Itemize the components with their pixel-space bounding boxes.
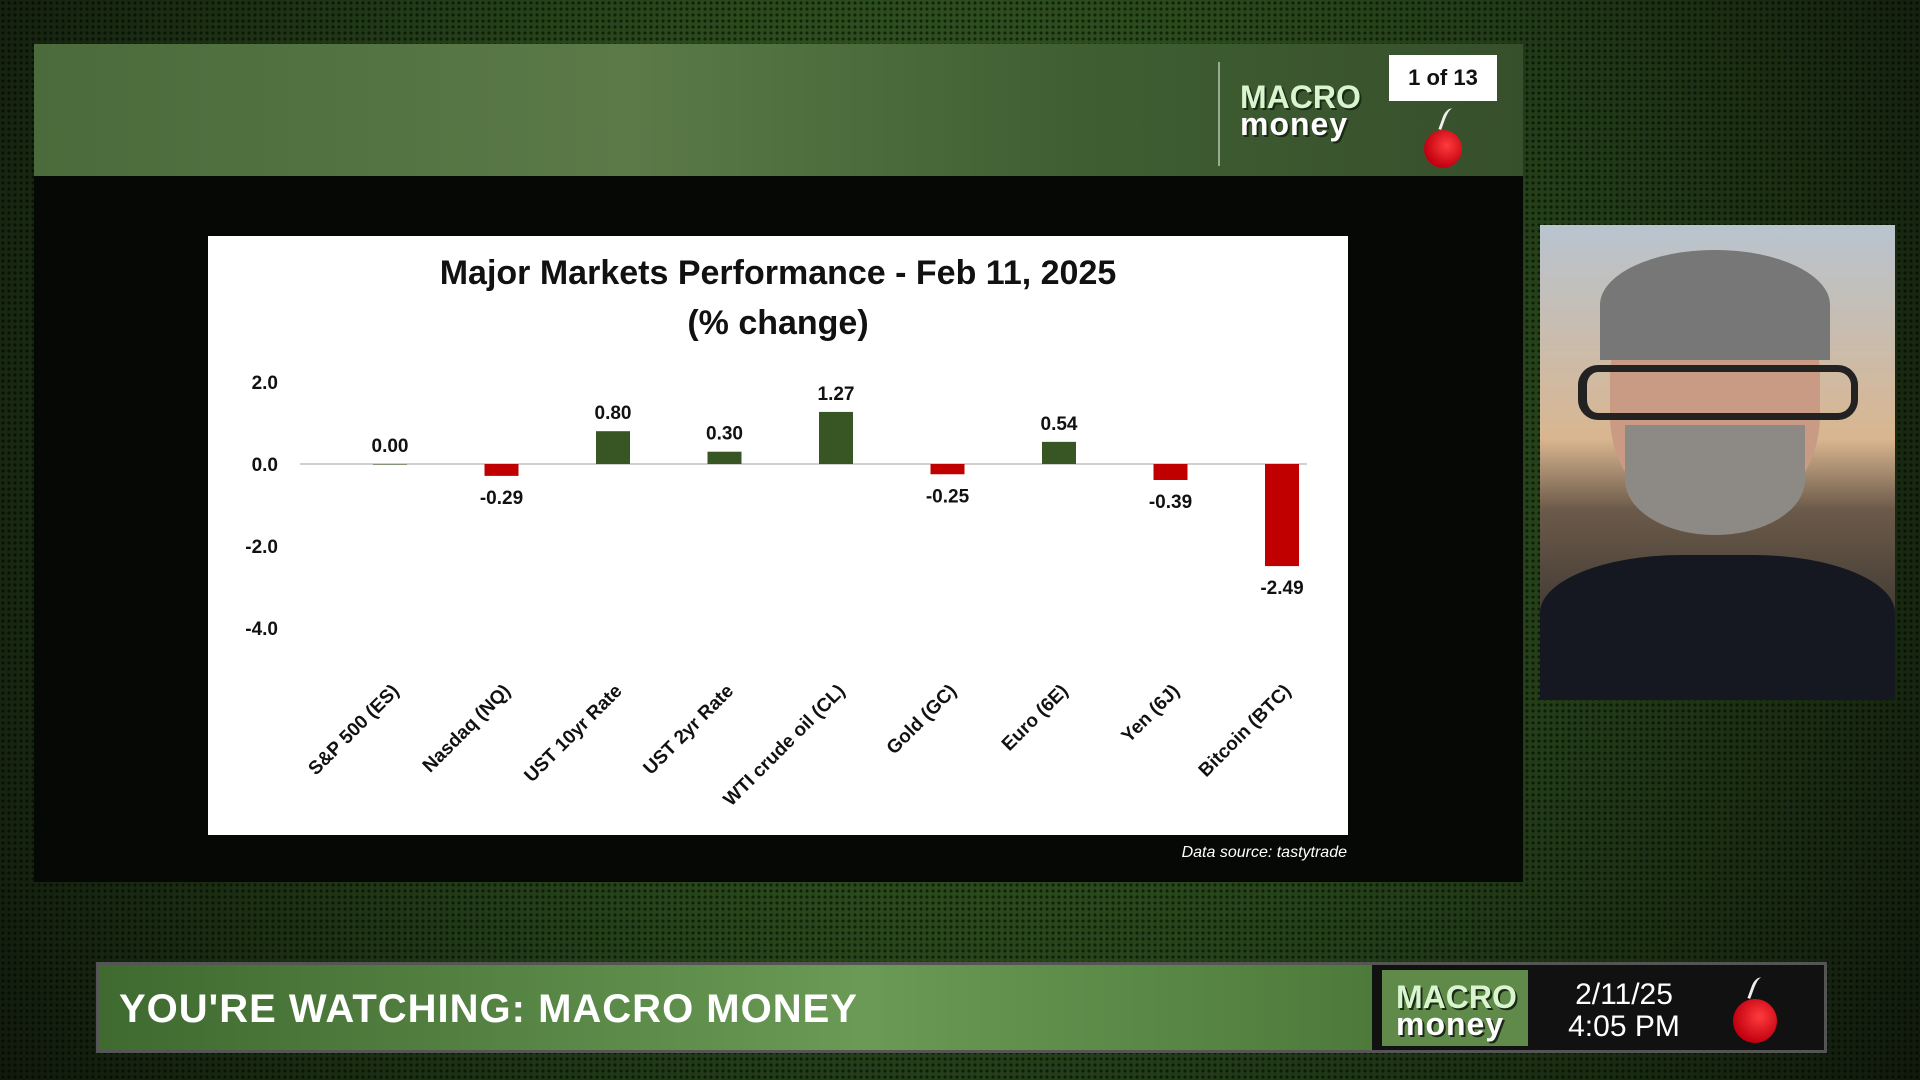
- page-indicator: 1 of 13: [1389, 55, 1497, 101]
- presenter-glasses: [1578, 365, 1858, 420]
- bar-7: [1153, 464, 1188, 480]
- ticker-bar: YOU'RE WATCHING: MACRO MONEY MACRO money…: [96, 962, 1827, 1053]
- cherry-icon: [1733, 999, 1777, 1043]
- logo-bottom: money: [1240, 106, 1349, 143]
- time: 4:05 PM: [1568, 1009, 1680, 1043]
- y-tick-label: -4.0: [245, 619, 278, 640]
- data-label: 0.00: [372, 436, 409, 457]
- date: 2/11/25: [1575, 978, 1673, 1011]
- data-label: -0.25: [926, 486, 970, 507]
- divider: [1218, 62, 1220, 166]
- slide-header: MACRO money 1 of 13: [34, 44, 1523, 176]
- bar-0: [373, 464, 407, 465]
- bar-chart: Major Markets Performance - Feb 11, 2025…: [208, 236, 1348, 835]
- y-tick-label: 2.0: [252, 373, 278, 394]
- logo-top: MACRO: [1396, 979, 1517, 1015]
- bar-4: [819, 411, 853, 464]
- category-label: UST 10yr Rate: [521, 681, 627, 787]
- category-label: Euro (6E): [998, 681, 1073, 756]
- ticker-title: YOU'RE WATCHING: MACRO MONEY: [119, 987, 858, 1031]
- macro-money-logo: MACRO money: [1240, 79, 1361, 143]
- presentation-slide: MACRO money 1 of 13 Major Markets Perfor…: [34, 44, 1523, 882]
- presenter-hair: [1600, 250, 1830, 360]
- category-label: Gold (GC): [883, 681, 961, 759]
- data-label: 0.54: [1041, 414, 1078, 435]
- bar-3: [707, 451, 742, 464]
- y-tick-label: -2.0: [245, 537, 278, 558]
- y-tick-label: 0.0: [252, 455, 278, 476]
- datetime: 2/11/25 4:05 PM: [1559, 979, 1689, 1042]
- category-label: Nasdaq (NQ): [419, 681, 515, 777]
- data-label: 0.30: [706, 424, 743, 445]
- data-label: 0.80: [595, 403, 632, 424]
- data-label: -0.39: [1149, 492, 1192, 513]
- category-label: S&P 500 (ES): [305, 681, 404, 780]
- category-label: Yen (6J): [1118, 681, 1184, 747]
- presenter-video: [1540, 225, 1895, 700]
- category-label: UST 2yr Rate: [640, 681, 738, 779]
- chart-subtitle: (% change): [687, 304, 868, 342]
- category-label: WTI crude oil (CL): [720, 681, 850, 811]
- presenter-beard: [1625, 425, 1805, 535]
- bar-1: [484, 464, 519, 476]
- data-label: -0.29: [480, 488, 523, 509]
- category-label: Bitcoin (BTC): [1195, 681, 1296, 782]
- logo-bottom: money: [1396, 1006, 1505, 1043]
- ticker-logo: MACRO money: [1382, 970, 1528, 1046]
- macro-money-logo-small: MACRO money: [1396, 979, 1517, 1043]
- bar-2: [596, 431, 630, 464]
- data-label: 1.27: [818, 384, 855, 405]
- bar-5: [930, 464, 965, 475]
- data-label: -2.49: [1260, 578, 1303, 599]
- chart-svg: Major Markets Performance - Feb 11, 2025…: [245, 254, 1307, 811]
- bar-6: [1042, 441, 1076, 464]
- cherry-icon: [1424, 130, 1462, 168]
- logo-top: MACRO: [1240, 79, 1361, 115]
- ticker-banner: YOU'RE WATCHING: MACRO MONEY: [99, 965, 1372, 1050]
- presenter-body: [1540, 555, 1895, 700]
- data-source: Data source: tastytrade: [1181, 844, 1347, 861]
- chart-title: Major Markets Performance - Feb 11, 2025: [440, 254, 1117, 292]
- bar-8: [1265, 464, 1299, 567]
